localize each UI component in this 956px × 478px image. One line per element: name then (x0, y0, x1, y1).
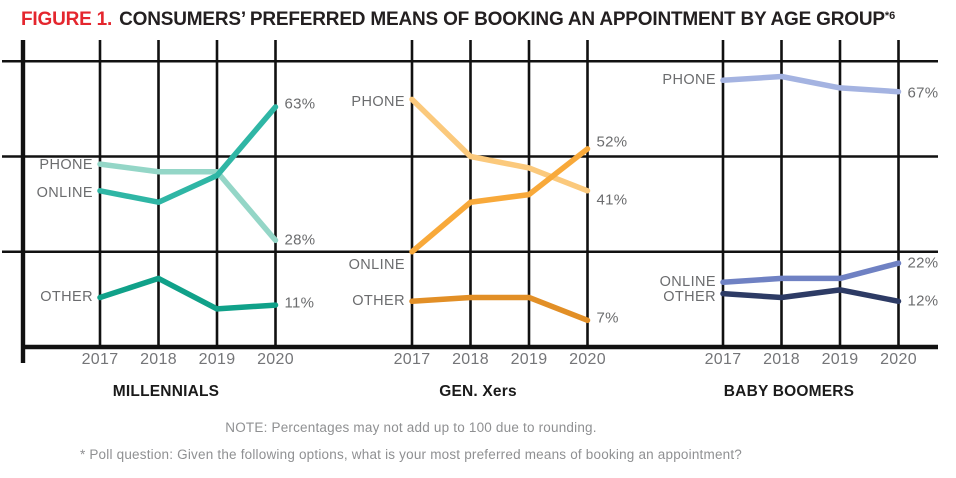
series-line-millennials-online (97, 104, 279, 205)
series-line-millennials-other (97, 275, 279, 312)
figure-number-label: FIGURE 1. (21, 9, 113, 30)
series-line-gen-xers-online (409, 146, 591, 255)
series-line-gen-xers-phone (409, 96, 591, 194)
figure-title: FIGURE 1. CONSUMERS’ PREFERRED MEANS OF B… (21, 9, 895, 31)
note-rounding: NOTE: Percentages may not add up to 100 … (225, 420, 597, 435)
figure-title-text: CONSUMERS’ PREFERRED MEANS OF BOOKING AN… (119, 9, 885, 30)
series-line-gen-xers-other (409, 294, 591, 324)
series-line-baby-boomers-online (720, 260, 902, 285)
series-line-baby-boomers-phone (720, 73, 902, 95)
title-superscript: *6 (884, 10, 896, 22)
series-line-millennials-phone (97, 161, 279, 244)
series-line-baby-boomers-other (720, 287, 902, 305)
note-poll-question: * Poll question: Given the following opt… (79, 447, 743, 462)
